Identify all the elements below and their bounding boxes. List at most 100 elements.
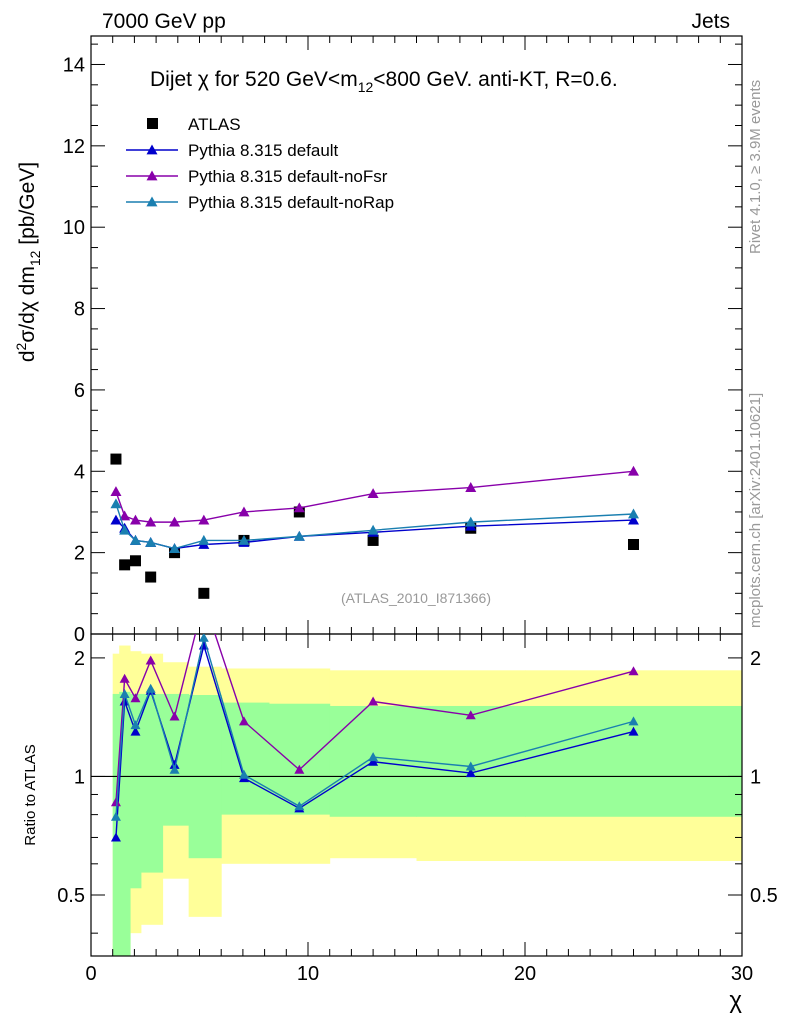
ratio-point <box>169 759 180 769</box>
ratio-point <box>130 726 141 736</box>
data-point <box>293 530 305 541</box>
uncertainty-band-green <box>119 691 131 956</box>
ratio-point <box>130 720 141 730</box>
data-point <box>169 516 181 527</box>
ratio-point <box>465 768 476 778</box>
ratio-ytick-label: 1 <box>74 766 85 788</box>
ratio-point <box>368 696 379 706</box>
ratio-ytick-label-right: 2 <box>750 648 761 670</box>
header-beam: 7000 GeV pp <box>102 10 226 33</box>
data-point <box>367 488 379 499</box>
data-point <box>198 514 210 525</box>
x-tick-label: 20 <box>514 963 536 985</box>
ratio-point <box>110 832 121 842</box>
ratio-point <box>628 666 639 676</box>
ratio-point <box>130 693 141 703</box>
main-ytick-label: 8 <box>74 299 85 321</box>
ratio-ytick-label: 2 <box>74 648 85 670</box>
ratio-point <box>294 801 305 811</box>
ratio-point <box>465 710 476 720</box>
main-ylabel-sub: 12 <box>27 250 43 266</box>
legend-label: ATLAS <box>188 115 241 134</box>
data-point <box>119 559 131 571</box>
plot-title-sub: 12 <box>358 79 374 95</box>
main-ylabel: d2σ/dχ dm12 [pb/GeV] <box>13 162 43 362</box>
main-ytick-label: 10 <box>63 217 85 239</box>
x-axis-label: χ <box>729 987 742 1014</box>
ratio-point <box>628 716 639 726</box>
data-point <box>110 514 122 525</box>
analysis-label: (ATLAS_2010_I871366) <box>341 590 491 606</box>
plot-title-a: Dijet χ for 520 GeV<m <box>150 68 358 91</box>
legend-marker <box>146 196 158 207</box>
data-point <box>110 453 122 465</box>
legend-label: Pythia 8.315 default-noRap <box>188 193 394 212</box>
uncertainty-band-green <box>140 693 164 873</box>
plot-title-b: <800 GeV. anti-KT, R=0.6. <box>373 68 617 91</box>
ratio-point <box>119 688 130 698</box>
data-point <box>110 486 122 497</box>
legend-label: Pythia 8.315 default <box>188 141 339 160</box>
ratio-point <box>368 752 379 762</box>
uncertainty-band-green <box>416 705 526 817</box>
ratio-point <box>465 761 476 771</box>
data-point <box>145 571 157 583</box>
legend-entry: Pythia 8.315 default-noFsr <box>126 167 388 186</box>
data-point <box>145 536 157 547</box>
ratio-ylabel: Ratio to ATLAS <box>22 744 39 845</box>
data-point <box>169 543 181 553</box>
data-point <box>628 465 639 476</box>
data-point <box>129 555 141 567</box>
mcplots-label: mcplots.cern.ch [arXiv:2401.10621] <box>747 393 764 628</box>
data-point <box>293 502 305 513</box>
ratio-series-pythia-8-315-default-nofsr <box>110 634 639 807</box>
ratio-point <box>198 634 209 642</box>
data-point <box>110 498 122 509</box>
data-point <box>465 482 477 492</box>
x-tick-label: 0 <box>85 963 96 985</box>
legend: ATLAS Pythia 8.315 default Pythia 8.315 de… <box>126 115 394 212</box>
data-point <box>198 587 210 599</box>
ratio-ytick-label-right: 1 <box>750 766 761 788</box>
main-ytick-label: 6 <box>74 380 85 402</box>
legend-entry: Pythia 8.315 default-noRap <box>126 193 394 212</box>
series-atlas <box>110 453 639 599</box>
main-ylabel-sup: 2 <box>13 342 29 350</box>
x-tick-label: 10 <box>297 963 319 985</box>
data-point <box>367 524 379 535</box>
data-point <box>628 539 639 551</box>
legend-marker <box>146 170 158 181</box>
x-tick-label: 30 <box>731 963 753 985</box>
main-ylabel-mid: σ/dχ dm <box>16 266 39 343</box>
rivet-version-label: Rivet 4.1.0, ≥ 3.9M events <box>747 80 764 254</box>
legend-marker <box>146 144 158 155</box>
ratio-point <box>119 673 130 683</box>
data-point <box>119 524 131 535</box>
data-point <box>465 516 477 527</box>
ratio-point <box>238 716 249 726</box>
data-point <box>198 534 210 545</box>
main-ylabel-unit: [pb/GeV] <box>16 162 39 251</box>
ratio-point <box>169 764 180 774</box>
legend-entry: ATLAS <box>147 115 241 134</box>
main-ytick-label: 12 <box>63 136 85 158</box>
ratio-point <box>628 726 639 736</box>
ratio-point <box>169 711 180 721</box>
data-point <box>238 534 250 545</box>
ratio-point <box>110 811 121 821</box>
main-ytick-label: 4 <box>74 461 85 483</box>
legend-marker <box>147 118 158 129</box>
data-point <box>367 534 379 546</box>
uncertainty-band-green <box>130 693 142 889</box>
uncertainty-band-green <box>268 703 331 815</box>
legend-label: Pythia 8.315 default-noFsr <box>188 167 388 186</box>
main-ylabel-d: d <box>16 350 39 362</box>
ratio-point <box>238 769 249 779</box>
data-point <box>119 510 131 521</box>
ratio-point <box>145 683 156 693</box>
ratio-ytick-label: 0.5 <box>57 885 85 907</box>
series-pythia-8-315-default-norap <box>110 498 639 553</box>
ratio-line <box>115 634 634 803</box>
main-ytick-label: 14 <box>63 54 85 76</box>
